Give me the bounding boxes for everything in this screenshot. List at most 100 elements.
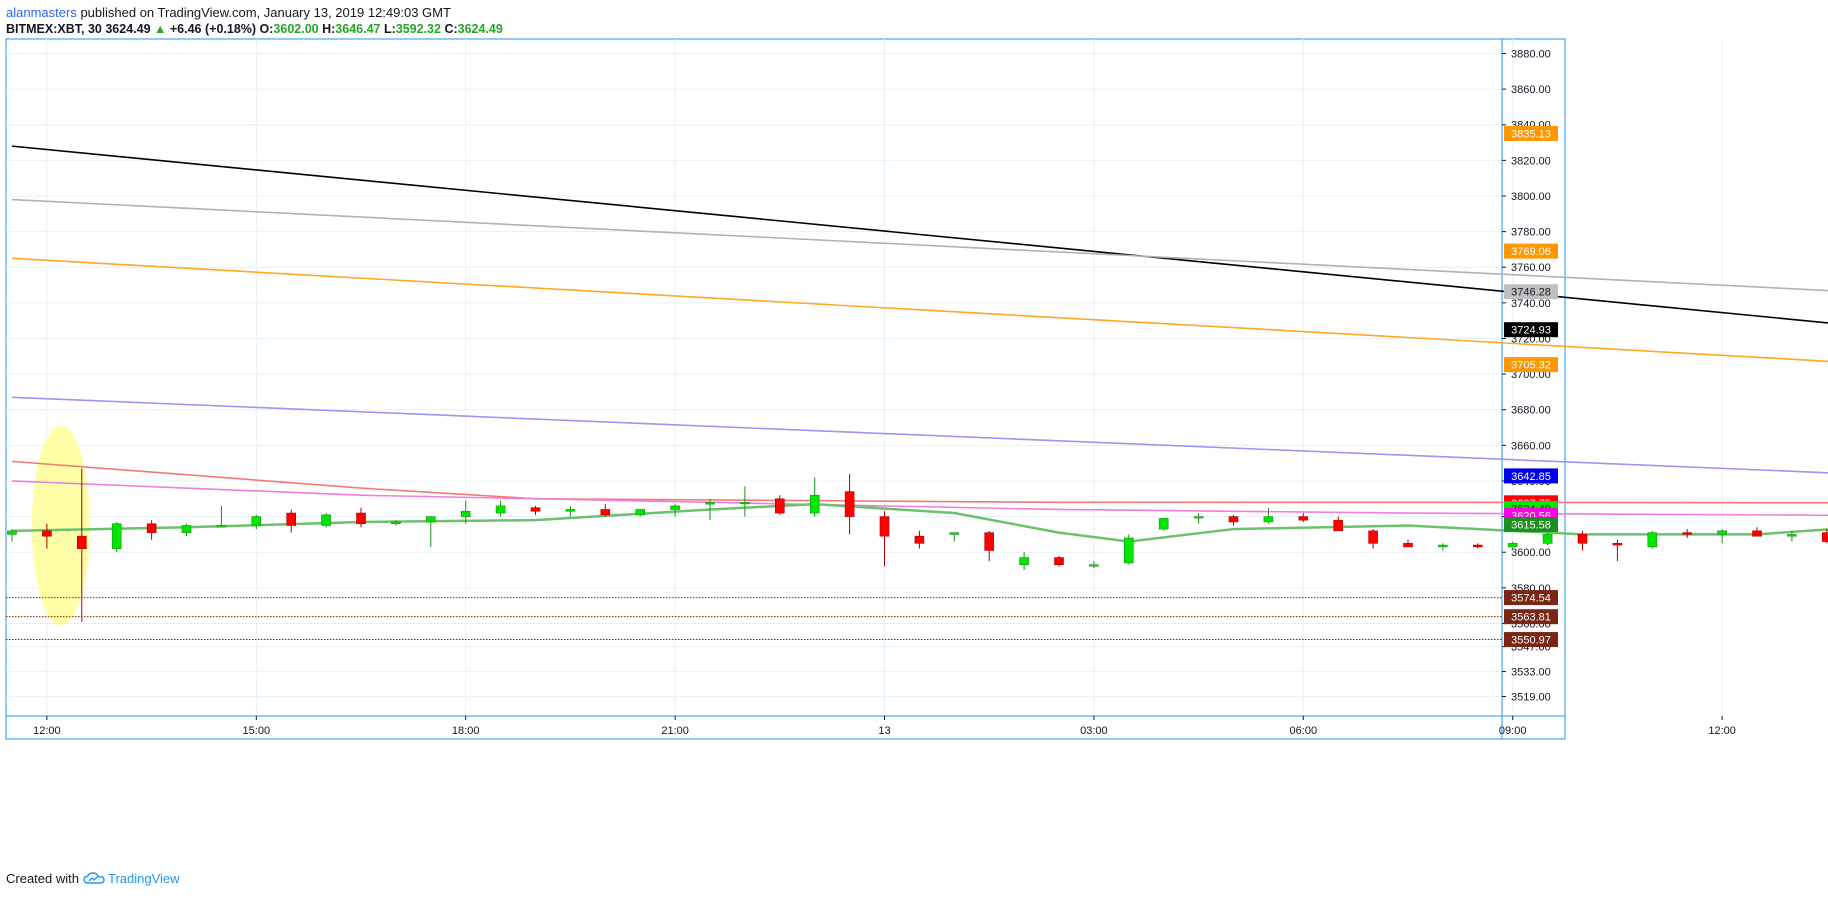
- price-label-text: 3724.93: [1511, 325, 1551, 337]
- candle-body[interactable]: [1054, 557, 1064, 565]
- close-label: C:: [444, 22, 458, 36]
- candle-body[interactable]: [391, 521, 401, 525]
- published-text: published on TradingView.com, January 13…: [80, 5, 451, 20]
- candle-body[interactable]: [425, 516, 436, 523]
- price-label-badge: [1504, 609, 1558, 625]
- candle-body[interactable]: [565, 509, 576, 512]
- candle-body[interactable]: [1368, 530, 1378, 544]
- change-value: +6.46 (+0.18%): [169, 22, 257, 36]
- price-label-badge: [1504, 516, 1558, 532]
- candle-body[interactable]: [1752, 530, 1762, 537]
- candle-body[interactable]: [111, 523, 122, 549]
- candle-body[interactable]: [809, 494, 820, 514]
- candle-body[interactable]: [321, 514, 331, 526]
- candle-body[interactable]: [1682, 532, 1692, 535]
- candle-body[interactable]: [530, 507, 541, 512]
- moving-average-line[interactable]: [11, 460, 1828, 504]
- price-label-text: 3642.85: [1511, 471, 1551, 483]
- candle-body[interactable]: [705, 502, 715, 505]
- candle-body[interactable]: [1473, 544, 1483, 548]
- candle-body[interactable]: [77, 535, 87, 549]
- moving-average-line[interactable]: [11, 198, 1828, 294]
- candle-body[interactable]: [1403, 543, 1413, 548]
- candle-body[interactable]: [1822, 532, 1828, 542]
- candle-body[interactable]: [356, 512, 366, 525]
- candle-body[interactable]: [1193, 516, 1204, 519]
- moving-average-line[interactable]: [11, 257, 1828, 365]
- moving-average-line[interactable]: [11, 145, 1828, 329]
- candle-body[interactable]: [740, 502, 750, 505]
- price-tick-label: 3660.00: [1511, 440, 1551, 452]
- publish-line: alanmasters published on TradingView.com…: [6, 4, 503, 21]
- candle-body[interactable]: [1019, 557, 1029, 565]
- candle-body[interactable]: [42, 530, 52, 537]
- candle-body[interactable]: [1333, 519, 1343, 532]
- moving-average-line[interactable]: [11, 502, 1828, 543]
- highlight-ellipse[interactable]: [31, 425, 90, 626]
- candle-body[interactable]: [1263, 516, 1274, 523]
- symbol-label[interactable]: BITMEX:XBT, 30: [6, 22, 102, 36]
- price-label-text: 3615.58: [1511, 519, 1551, 531]
- price-tick-label: 3600.00: [1511, 547, 1551, 559]
- price-tick-label: 3680.00: [1511, 405, 1551, 417]
- candle-body[interactable]: [984, 532, 995, 551]
- price-label-text: 3550.97: [1511, 635, 1551, 647]
- candle-body[interactable]: [1298, 516, 1309, 521]
- price-tick-label: 3800.00: [1511, 191, 1551, 203]
- candle-body[interactable]: [7, 530, 17, 535]
- price-label-badge: [1504, 284, 1558, 300]
- candle-body[interactable]: [1089, 564, 1099, 567]
- price-label-badge: [1504, 468, 1558, 484]
- candle-body[interactable]: [1542, 534, 1553, 544]
- price-tick-label: 3880.00: [1511, 49, 1551, 61]
- candle-body[interactable]: [914, 535, 925, 544]
- candle-body[interactable]: [670, 505, 680, 510]
- candle-body[interactable]: [774, 498, 785, 514]
- candle-body[interactable]: [1438, 544, 1448, 548]
- candle-body[interactable]: [146, 523, 157, 533]
- price-label-text: 3835.13: [1511, 128, 1551, 140]
- candle-body[interactable]: [600, 509, 611, 516]
- candle-body[interactable]: [1507, 543, 1518, 548]
- candle-body[interactable]: [1647, 532, 1658, 548]
- candle-body[interactable]: [879, 516, 890, 537]
- candle-body[interactable]: [1577, 534, 1588, 544]
- candle-body[interactable]: [251, 516, 262, 526]
- candle-body[interactable]: [1124, 537, 1134, 564]
- price-label-text: 3574.54: [1511, 593, 1551, 605]
- candle-body[interactable]: [286, 512, 297, 526]
- candle-body[interactable]: [949, 532, 960, 535]
- price-tick-label: 3533.00: [1511, 667, 1551, 679]
- price-label-badge: [1504, 243, 1558, 259]
- candle-body[interactable]: [1228, 516, 1239, 523]
- candle-body[interactable]: [181, 525, 192, 533]
- candle-body[interactable]: [216, 525, 227, 528]
- moving-average-line[interactable]: [11, 480, 1828, 517]
- tradingview-brand[interactable]: TradingView: [108, 871, 180, 886]
- price-label-badge: [1504, 590, 1558, 606]
- low-value: 3592.32: [395, 22, 441, 36]
- low-label: L:: [383, 22, 396, 36]
- moving-average-line[interactable]: [11, 396, 1828, 475]
- candle-body[interactable]: [844, 491, 855, 517]
- price-tick-label: 3519.00: [1511, 692, 1551, 704]
- publisher-link[interactable]: alanmasters: [6, 5, 77, 20]
- candle-body[interactable]: [635, 509, 646, 516]
- ohlc-line: BITMEX:XBT, 30 3624.49 ▲ +6.46 (+0.18%) …: [6, 21, 503, 38]
- candle-body[interactable]: [1158, 518, 1169, 530]
- price-label-text: 3563.81: [1511, 612, 1551, 624]
- price-label-text: 3746.28: [1511, 287, 1551, 299]
- candle-body[interactable]: [495, 505, 506, 514]
- candle-body[interactable]: [460, 510, 471, 517]
- candle-body[interactable]: [1787, 534, 1797, 537]
- candle-body[interactable]: [1717, 530, 1727, 535]
- time-tick-label: 18:00: [452, 725, 480, 737]
- price-tick-label: 3760.00: [1511, 262, 1551, 274]
- time-tick-label: 06:00: [1290, 725, 1318, 737]
- chart-header: alanmasters published on TradingView.com…: [6, 4, 503, 38]
- high-label: H:: [322, 22, 336, 36]
- created-with-label: Created with: [6, 871, 79, 886]
- candle-body[interactable]: [1612, 543, 1623, 546]
